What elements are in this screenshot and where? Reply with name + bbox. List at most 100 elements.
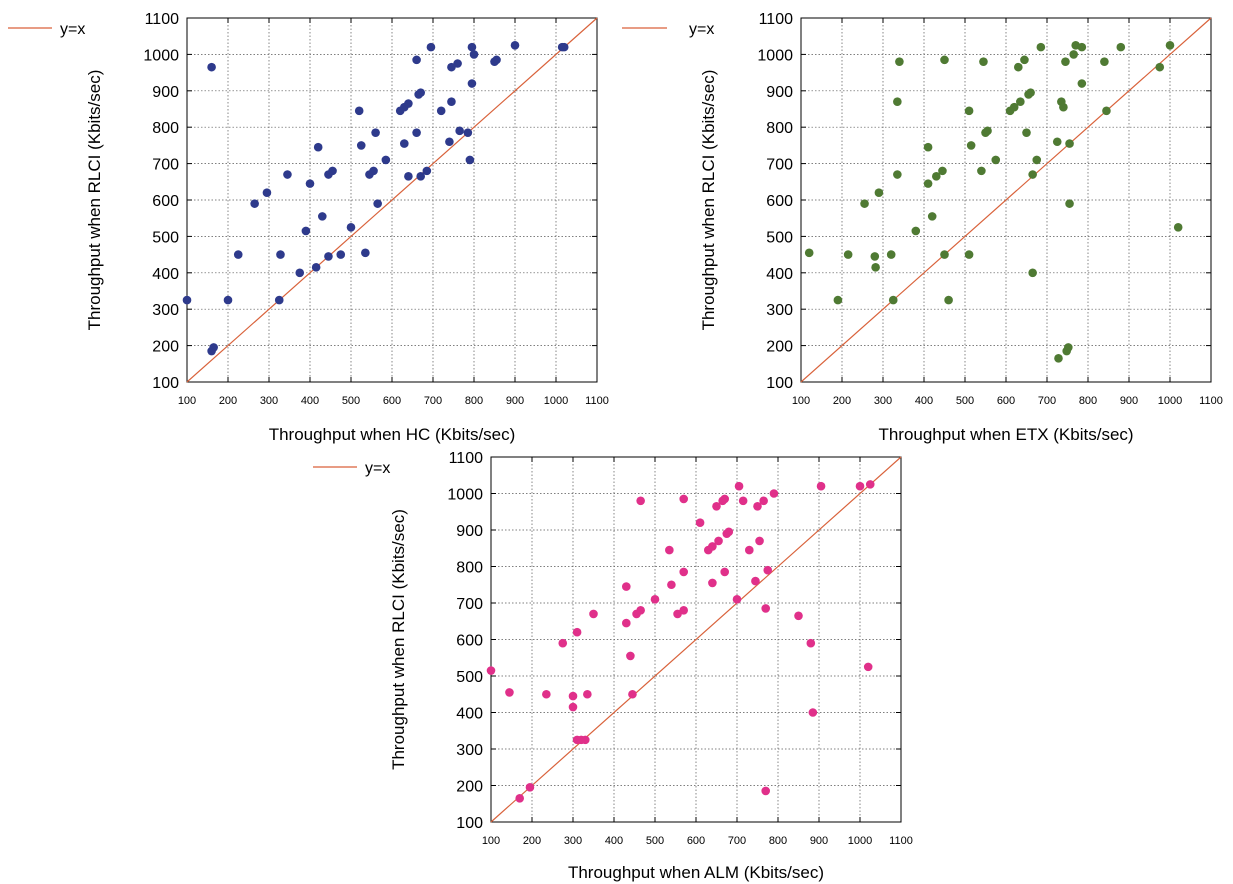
data-point [467,42,477,52]
data-point [1173,223,1183,232]
x-tick-label: 500 [646,835,664,847]
y-tick-label: 100 [152,375,179,392]
data-point [1102,106,1111,116]
x-tick-label: 400 [605,835,623,847]
data-point [843,250,853,259]
data-point [732,595,742,604]
y-tick-label: 500 [152,229,179,246]
x-tick-label: 900 [810,835,828,847]
data-point [572,627,582,637]
y-tick-label: 900 [152,84,179,101]
data-point [311,263,321,272]
x-tick-label: 200 [219,395,237,407]
x-tick-label: 1000 [544,395,568,407]
data-point [1009,102,1019,112]
data-point [983,126,992,136]
data-point [467,79,477,88]
data-point [559,42,569,52]
data-point [313,142,323,152]
data-point [486,666,496,675]
y-tick-label: 500 [456,669,483,686]
y-tick-label: 100 [456,815,483,832]
reference-line-y-equals-x [186,17,598,383]
data-point [295,268,305,278]
data-point [695,518,705,527]
data-point [893,97,902,107]
data-point [1022,128,1031,137]
data-point [991,155,1001,165]
data-point [794,611,803,621]
data-point [262,188,272,198]
data-point [416,172,426,181]
data-point [714,536,723,546]
data-point [283,170,292,179]
data-point [589,609,598,619]
y-tick-label: 1100 [449,450,484,467]
data-points [804,41,1183,363]
y-tick-label: 200 [766,339,793,356]
data-point [964,250,974,259]
grid-lines [491,457,901,822]
y-axis-label: Throughput when RLCI (Kbits/sec) [85,70,104,331]
data-point [1077,79,1087,88]
data-point [515,793,524,803]
data-point [525,783,535,792]
data-point [568,702,578,712]
data-point [665,545,674,555]
y-tick-label: 700 [766,157,793,174]
data-point [404,172,413,181]
data-point [979,57,988,66]
data-point [1026,88,1035,97]
data-points [486,480,875,803]
data-point [761,604,770,613]
y-tick-label: 600 [152,193,179,210]
scatter-panel-3: 100 200 300 400 500 600 700 800 900 1000 1100 100 20… [313,450,913,882]
x-tick-label: 1000 [848,835,872,847]
data-point [759,496,768,506]
y-tick-label: 1100 [759,11,794,28]
data-point [1100,57,1109,66]
x-axis-label: Throughput when ETX (Kbits/sec) [878,425,1133,444]
y-axis-label: Throughput when RLCI (Kbits/sec) [699,70,718,331]
data-point [469,50,479,59]
data-point [412,55,421,65]
data-point [381,155,391,165]
x-tick-label: 100 [792,395,810,407]
y-tick-label: 300 [152,302,179,319]
data-point [966,141,976,150]
data-point [769,489,779,498]
data-point [650,595,660,604]
x-tick-label: 700 [728,835,746,847]
data-point [751,576,760,586]
legend: y=x [313,460,390,477]
data-point [182,295,192,305]
data-point [1028,170,1037,179]
data-point [816,481,826,491]
x-axis-label: Throughput when HC (Kbits/sec) [269,425,516,444]
data-point [404,99,413,108]
data-point [274,295,284,305]
data-point [581,735,590,745]
y-tick-label: 400 [456,706,483,723]
data-point [944,295,953,305]
y-tick-label: 600 [766,193,793,210]
data-point [708,578,717,588]
y-tick-label: 500 [766,229,793,246]
y-tick-label: 900 [456,523,483,540]
data-point [455,126,464,136]
data-point [1059,102,1068,112]
data-point [977,166,986,176]
data-point [1061,57,1070,66]
x-tick-label: 300 [874,395,892,407]
data-point [763,565,773,575]
x-tick-label: 800 [769,835,787,847]
data-point [888,295,898,305]
data-point [318,212,327,221]
data-point [354,106,364,116]
y-tick-label: 800 [456,560,483,577]
x-tick-label: 800 [1079,395,1097,407]
data-point [426,42,436,52]
data-point [738,496,748,506]
y-tick-label: 900 [766,84,793,101]
data-point [209,343,218,352]
